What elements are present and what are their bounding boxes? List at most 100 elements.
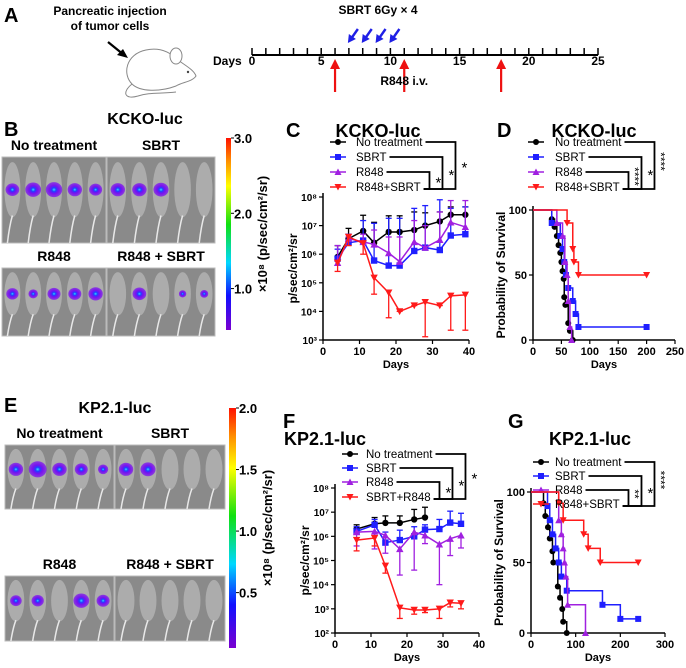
legend-label: SBRT [555,152,585,164]
triangle-up-marker [461,223,470,231]
x-tick-label: 50 [555,346,567,358]
triangle-up-marker [447,218,455,226]
triangle-up-marker [395,257,404,265]
triangle-down-marker [570,259,578,266]
significance-stars: * [435,175,441,192]
survival-curve [533,209,647,328]
signal-blob [132,287,147,301]
mouse-tail [27,313,34,337]
panel-b-imaging: B KCKO-luc No treatment SBRT R848 R848 + SBRT… [1,111,270,337]
square-marker [347,465,353,471]
triangle-up-marker [410,528,418,536]
legend-label: No treatment [356,137,423,149]
signal-blob [28,289,38,299]
signal-blob [89,183,103,196]
colorbar [229,408,236,648]
triangle-up-marker [421,531,429,539]
circle-marker [557,594,564,601]
day-tick-label: 20 [522,54,536,68]
triangle-down-marker [643,272,651,279]
triangle-up-marker [410,238,418,246]
mouse-tail [6,313,14,337]
significance-bracket [622,141,656,190]
mouse-tail [97,488,104,510]
panel-letter: E [4,395,17,417]
signal-blob [67,183,83,197]
sbrt-arrowhead-icon [347,34,356,43]
series-line [336,233,466,267]
legend-label: R848 [356,167,384,179]
triangle-up-marker [559,232,567,239]
circle-marker [411,516,418,523]
group-label: SBRT [142,137,181,153]
mouse-tail [164,488,171,510]
y-tick-label: 100 [509,205,527,217]
day-tick-label: 10 [384,54,398,68]
triangle-down-marker [596,559,604,566]
signal-blob [118,462,134,476]
mouse-tail [208,488,215,510]
square-marker [575,324,582,330]
mouse-tail [6,215,14,244]
colorbar-tick-label: 1.0 [239,524,257,539]
triangle-up-marker [421,243,429,251]
mouse-tail [27,215,34,244]
signal-blob [6,288,19,300]
colorbar-tick-label: 2.0 [234,206,252,221]
square-marker [335,154,341,160]
square-marker [569,298,576,304]
injection-label: of tumor cells [71,19,150,33]
significance-stars: **** [627,167,641,186]
square-marker [572,311,579,317]
circle-marker [554,583,561,590]
panel-letter: C [286,120,300,142]
triangle-up-marker [555,516,563,524]
panel-letter: F [283,411,295,433]
signal-blob [110,183,126,197]
chart-title: KCKO-luc [552,121,637,141]
triangle-up-marker [370,527,379,535]
colorbar-tick-label: 0.5 [239,586,257,601]
r848-arrowhead-icon [399,59,410,69]
triangle-up-marker [559,544,567,552]
triangle-down-marker [569,246,577,253]
injection-arrowhead-icon [117,49,128,58]
triangle-up-marker [564,601,572,608]
mouse-tail [97,619,104,642]
mouse-tail [53,619,61,642]
signal-blob [96,594,110,607]
significance-stars: **** [653,471,667,490]
triangle-up-marker [561,258,569,265]
bioluminescence-image [114,444,226,510]
signal-blob [45,182,63,198]
colorbar-label: ×10⁸ (p/sec/cm²/sr) [260,470,275,586]
mouse-body [126,48,197,91]
x-tick-label: 40 [463,346,475,358]
square-marker [557,233,564,239]
day-tick-label: 0 [249,54,256,68]
y-tick-label: 10⁸ [313,484,329,495]
colorbar [226,138,231,330]
square-marker [558,573,565,580]
triangle-down-marker [396,604,404,612]
mouse-tail [10,619,17,642]
triangle-down-marker [370,534,379,542]
significance-stars: * [458,478,464,495]
y-axis-label: p/sec/cm²/sr [298,525,312,595]
mouse-tail [112,313,119,337]
triangle-up-marker [532,168,540,175]
triangle-down-marker [537,501,545,508]
signal-blob [68,287,82,300]
circle-marker [347,451,353,457]
square-marker [635,615,642,622]
triangle-down-marker [446,599,454,607]
mouse-tail [133,313,141,337]
x-axis-label: Days [383,359,409,371]
group-label: No treatment [11,137,98,153]
mouse-icon [125,47,197,98]
triangle-down-marker [574,272,582,279]
mouse-tail [142,488,149,510]
sbrt-arrowhead-icon [389,34,398,43]
series-sbrt [531,491,642,622]
